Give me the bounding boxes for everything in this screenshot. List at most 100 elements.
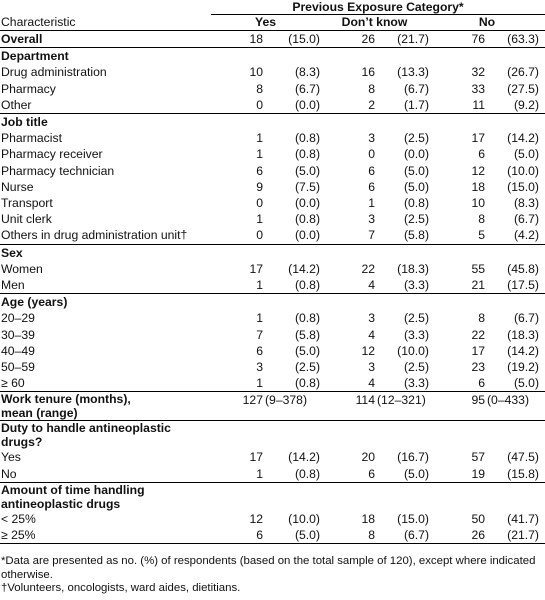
yes-count: 1 — [256, 212, 263, 227]
row-duty-title: Duty to handle antineoplastic drugs? — [0, 420, 545, 450]
duty-title-line1: Duty to handle antineoplastic — [1, 421, 171, 436]
row-label: Nurse — [1, 179, 34, 194]
row-label: 30–39 — [1, 327, 35, 342]
no-count: 8 — [478, 311, 485, 326]
dk-count: 6 — [368, 466, 375, 481]
no-pct: (63.3) — [485, 29, 545, 48]
dk-count: 8 — [368, 81, 375, 96]
amount-title-line2: antineoplastic drugs — [1, 496, 121, 511]
table-row: < 25% 12 (10.0) 18 (15.0) 50 (41.7) — [0, 511, 545, 527]
dk-pct: (21.7) — [375, 29, 429, 48]
no-count: 22 — [471, 327, 485, 342]
no-count: 17 — [471, 343, 485, 358]
no-pct: (41.7) — [507, 511, 539, 526]
row-label: Pharmacist — [1, 131, 62, 146]
row-label: Men — [1, 278, 25, 293]
section-header-row: Age (years) — [0, 293, 545, 311]
dk-count: 1 — [368, 196, 375, 211]
no-count: 18 — [471, 179, 485, 194]
no-pct: (15.0) — [507, 179, 539, 194]
dk-pct: (3.3) — [403, 278, 429, 293]
row-amount-title: Amount of time handling antineoplastic dr… — [0, 481, 545, 511]
yes-pct: (0.8) — [294, 278, 320, 293]
no-pct: (21.7) — [485, 527, 545, 545]
no-count: 17 — [471, 131, 485, 146]
row-label: Women — [1, 261, 43, 276]
yes-count: 1 — [256, 311, 263, 326]
row-label: Unit clerk — [1, 212, 52, 227]
no-pct: (18.3) — [507, 327, 539, 342]
dk-count: 18 — [361, 511, 375, 526]
section-title: Amount of time handling antineoplastic dr… — [0, 481, 545, 511]
col-dont-know: Don’t know — [320, 14, 429, 31]
yes-pct: (0.8) — [294, 376, 320, 391]
yes-count: 0 — [256, 228, 263, 243]
no-count: 21 — [471, 278, 485, 293]
yes-pct: (0.0) — [294, 228, 320, 243]
yes-count: 3 — [256, 360, 263, 375]
yes-mean: 127 — [211, 391, 263, 421]
dk-count: 6 — [368, 179, 375, 194]
no-pct: (5.0) — [513, 147, 539, 162]
no-count: 57 — [471, 450, 485, 465]
table-row: Pharmacist 1 (0.8) 3 (2.5) 17 (14.2) — [0, 130, 545, 146]
yes-count: 7 — [256, 327, 263, 342]
section-title: Work tenure (months), mean (range) — [0, 391, 211, 421]
yes-count: 6 — [256, 163, 263, 178]
yes-pct: (0.8) — [294, 147, 320, 162]
group-header-row: Previous Exposure Category* — [0, 0, 545, 15]
yes-count: 0 — [256, 97, 263, 112]
yes-pct: (5.0) — [294, 163, 320, 178]
row-work-tenure: Work tenure (months), mean (range) 127 (9… — [0, 391, 545, 421]
section-title: Sex — [0, 243, 545, 261]
dk-count: 3 — [368, 360, 375, 375]
table-row: 20–29 1 (0.8) 3 (2.5) 8 (6.7) — [0, 310, 545, 326]
yes-pct: (0.0) — [294, 196, 320, 211]
row-overall: Overall 18 (15.0) 26 (21.7) 76 (63.3) — [0, 29, 545, 48]
row-label: Other — [1, 97, 32, 112]
dk-mean: 114 — [320, 391, 375, 421]
section-job-title: Job title Pharmacist 1 (0.8) 3 (2.5) 17 (14.2) P… — [0, 113, 545, 245]
table-row: Pharmacy technician 6 (5.0) 6 (5.0) 12 (10.0) — [0, 163, 545, 179]
yes-pct: (15.0) — [263, 29, 320, 48]
no-pct: (15.8) — [507, 466, 539, 481]
row-label: Others in drug administration unit† — [1, 228, 188, 243]
section-header-row: Sex — [0, 243, 545, 261]
section-duty: Duty to handle antineoplastic drugs? — [0, 420, 545, 450]
yes-count: 6 — [211, 527, 263, 545]
dk-pct: (0.0) — [403, 147, 429, 162]
yes-pct: (2.5) — [294, 360, 320, 375]
no-pct: (17.5) — [507, 278, 539, 293]
no-range: (0–433) — [485, 391, 545, 421]
yes-pct: (0.8) — [294, 131, 320, 146]
dk-pct: (2.5) — [403, 311, 429, 326]
table-row: Pharmacy 8 (6.7) 8 (6.7) 33 (27.5) — [0, 81, 545, 97]
no-pct: (8.3) — [513, 196, 539, 211]
dk-pct: (3.3) — [403, 376, 429, 391]
dk-count: 0 — [368, 147, 375, 162]
dk-pct: (3.3) — [403, 327, 429, 342]
table-row: Other 0 (0.0) 2 (1.7) 11 (9.2) — [0, 97, 545, 114]
yes-count: 10 — [249, 65, 263, 80]
yes-pct: (0.8) — [294, 311, 320, 326]
group-header: Previous Exposure Category* — [211, 0, 545, 15]
no-pct: (27.5) — [507, 81, 539, 96]
yes-count: 1 — [256, 278, 263, 293]
table-footnotes: *Data are presented as no. (%) of respon… — [1, 555, 544, 596]
row-label: < 25% — [1, 511, 36, 526]
table-row: 50–59 3 (2.5) 3 (2.5) 23 (19.2) — [0, 359, 545, 375]
yes-pct: (14.2) — [288, 450, 320, 465]
dk-pct: (5.0) — [403, 163, 429, 178]
no-count: 55 — [471, 261, 485, 276]
no-pct: (6.7) — [513, 212, 539, 227]
table-row: Women 17 (14.2) 22 (18.3) 55 (45.8) — [0, 261, 545, 277]
row-label: Drug administration — [1, 65, 107, 80]
table-row: Others in drug administration unit† 0 (0.0… — [0, 227, 545, 244]
yes-count: 1 — [256, 466, 263, 481]
row-label: Pharmacy — [1, 81, 56, 96]
section-header-row: Department — [0, 47, 545, 65]
footnote-others-definition: †Volunteers, oncologists, ward aides, di… — [1, 582, 241, 594]
section-work-tenure: Work tenure (months), mean (range) 127 (9… — [0, 391, 545, 421]
no-count: 10 — [471, 196, 485, 211]
no-count: 6 — [478, 376, 485, 391]
